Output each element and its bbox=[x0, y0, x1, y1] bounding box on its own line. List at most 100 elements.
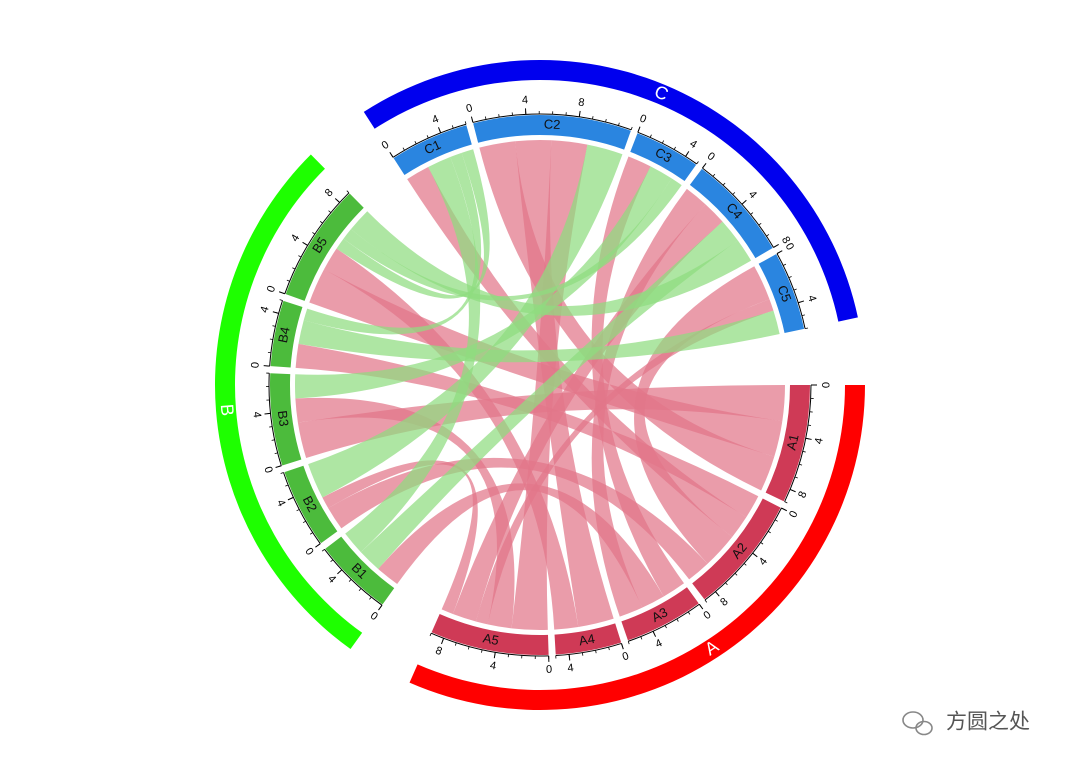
minor-tick bbox=[661, 140, 665, 144]
sector bbox=[270, 373, 302, 466]
sector-label: A4 bbox=[578, 631, 596, 649]
major-tick bbox=[805, 437, 812, 440]
minor-tick bbox=[760, 542, 764, 545]
sector bbox=[270, 300, 303, 368]
tick-label: 0 bbox=[819, 382, 831, 388]
minor-tick bbox=[704, 599, 708, 603]
major-tick bbox=[685, 151, 690, 157]
minor-tick bbox=[794, 476, 798, 479]
minor-tick bbox=[725, 582, 728, 586]
sector bbox=[473, 114, 631, 150]
sector-label: C2 bbox=[543, 116, 560, 132]
sector bbox=[758, 254, 805, 334]
watermark: 方圆之处 bbox=[946, 711, 1030, 734]
minor-tick bbox=[618, 122, 620, 126]
major-tick bbox=[781, 507, 788, 512]
minor-tick bbox=[774, 519, 778, 522]
minor-tick bbox=[467, 646, 470, 650]
chord bbox=[298, 310, 780, 363]
minor-tick bbox=[348, 579, 352, 582]
tick-label: 0 bbox=[261, 465, 274, 474]
minor-tick bbox=[630, 126, 633, 130]
minor-tick bbox=[285, 484, 289, 487]
minor-tick bbox=[280, 472, 284, 474]
sector-label: C5 bbox=[775, 283, 795, 304]
tick-label: 4 bbox=[567, 662, 574, 675]
tick-label: 4 bbox=[687, 138, 699, 151]
major-tick bbox=[378, 604, 383, 611]
minor-tick bbox=[269, 338, 273, 340]
sector bbox=[284, 465, 338, 544]
major-tick bbox=[470, 116, 474, 123]
major-tick bbox=[315, 543, 321, 548]
minor-tick bbox=[312, 232, 316, 235]
minor-tick bbox=[696, 161, 699, 165]
minor-tick bbox=[302, 520, 306, 524]
chord bbox=[350, 211, 752, 316]
minor-tick bbox=[804, 327, 809, 330]
chord bbox=[295, 397, 515, 629]
major-tick bbox=[441, 638, 445, 645]
sector-label: C3 bbox=[653, 144, 675, 165]
minor-tick bbox=[712, 173, 716, 177]
chord bbox=[360, 221, 738, 569]
minor-tick bbox=[722, 182, 726, 186]
minor-tick bbox=[369, 596, 372, 600]
minor-tick bbox=[649, 134, 652, 138]
minor-tick bbox=[605, 119, 607, 123]
major-tick bbox=[698, 603, 704, 610]
minor-tick bbox=[429, 633, 432, 637]
tick-label: 0 bbox=[621, 650, 630, 663]
major-tick bbox=[275, 465, 282, 469]
sector bbox=[689, 168, 773, 259]
tick-label: 8 bbox=[779, 235, 792, 246]
sector bbox=[630, 133, 697, 182]
minor-tick bbox=[274, 452, 278, 454]
tick-label: 4 bbox=[274, 498, 287, 509]
minor-tick bbox=[426, 135, 429, 139]
minor-tick bbox=[319, 221, 323, 224]
tick-label: 4 bbox=[430, 113, 440, 126]
major-tick bbox=[789, 488, 796, 493]
minor-tick bbox=[451, 125, 454, 129]
tick-label: 4 bbox=[805, 294, 818, 303]
sector-axis bbox=[784, 384, 812, 502]
tick-label: 4 bbox=[522, 94, 529, 106]
sector bbox=[621, 587, 699, 641]
minor-tick bbox=[743, 563, 747, 566]
minor-tick bbox=[687, 611, 691, 615]
major-tick bbox=[578, 110, 581, 117]
minor-tick bbox=[414, 141, 417, 145]
minor-tick bbox=[595, 650, 597, 654]
minor-tick bbox=[454, 642, 457, 646]
sector-axis bbox=[637, 131, 698, 165]
minor-tick bbox=[784, 501, 788, 504]
sector bbox=[325, 536, 395, 605]
minor-tick bbox=[783, 263, 787, 266]
major-tick bbox=[752, 552, 758, 558]
tick-label: 0 bbox=[249, 362, 261, 369]
tick-label: 0 bbox=[638, 112, 648, 125]
sector-axis bbox=[269, 300, 283, 367]
minor-tick bbox=[464, 121, 467, 125]
major-tick bbox=[776, 250, 783, 255]
minor-tick bbox=[484, 116, 487, 120]
sector-axis bbox=[555, 642, 622, 657]
chord bbox=[591, 156, 685, 597]
chords bbox=[294, 140, 785, 630]
sector-axis bbox=[431, 632, 549, 657]
tick-label: 0 bbox=[465, 102, 474, 115]
group-ring bbox=[214, 154, 363, 650]
minor-tick bbox=[321, 549, 325, 552]
minor-tick bbox=[402, 147, 405, 151]
tick-label: 4 bbox=[289, 232, 302, 243]
chord bbox=[294, 166, 672, 399]
chord bbox=[479, 141, 775, 491]
sector-label: B3 bbox=[275, 410, 292, 428]
minor-tick bbox=[673, 146, 676, 150]
chord bbox=[324, 248, 579, 630]
sector-label: A5 bbox=[482, 630, 500, 648]
chord bbox=[407, 167, 747, 537]
minor-tick bbox=[271, 439, 275, 441]
